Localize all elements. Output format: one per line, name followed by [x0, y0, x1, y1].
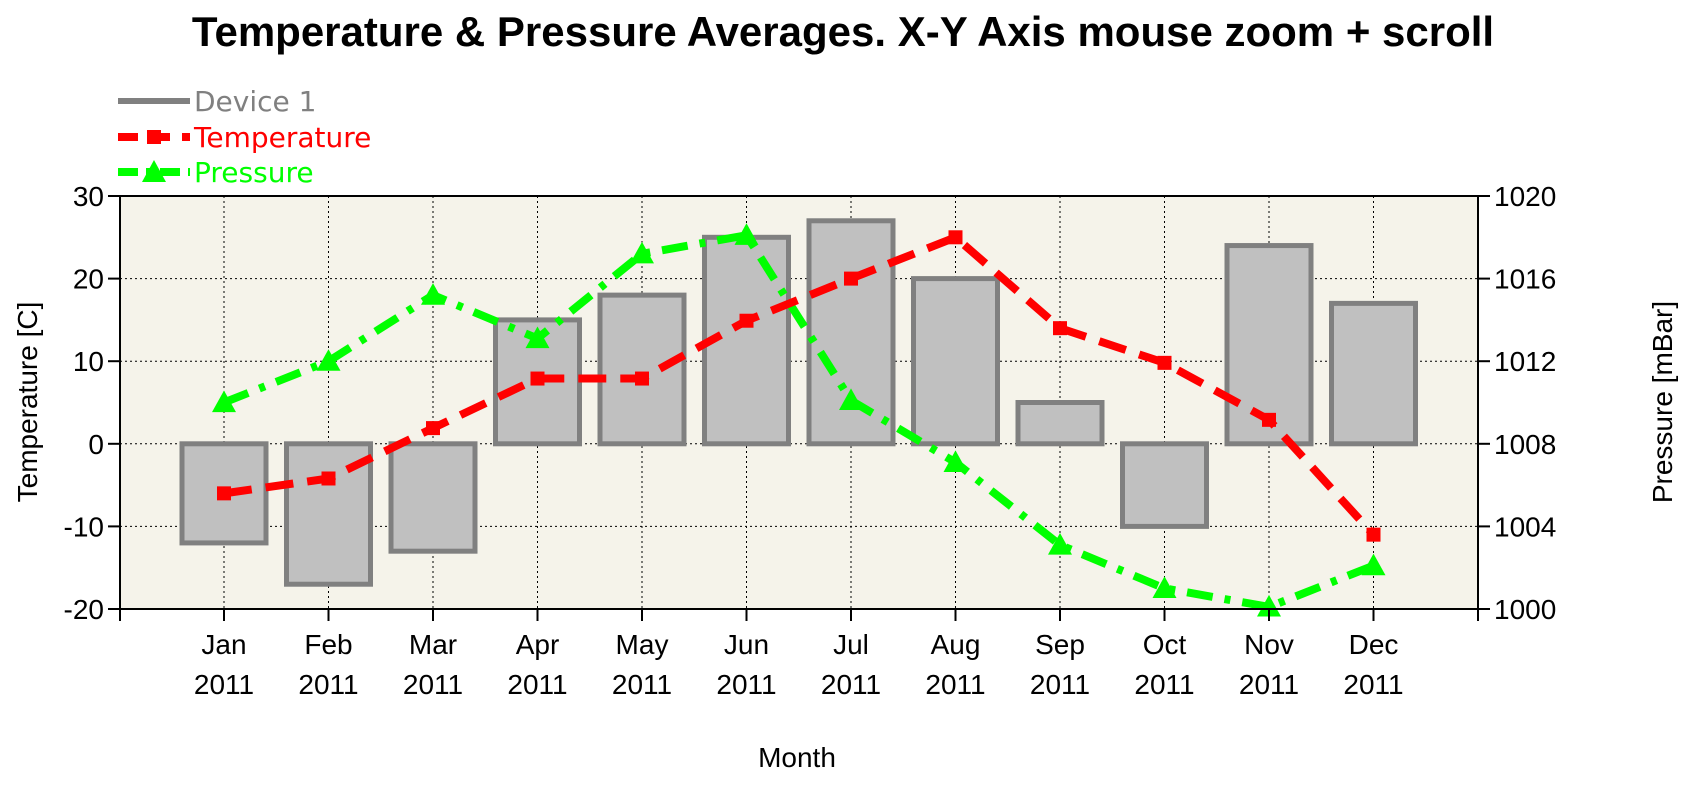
temperature-point-may — [635, 371, 649, 386]
y-tick-label: 10 — [73, 346, 104, 377]
pressure-point-may — [630, 241, 654, 264]
temperature-point-jul — [844, 271, 858, 286]
x-tick-label-month: Feb — [304, 629, 352, 660]
x-tick-label-month: Mar — [409, 629, 457, 660]
y-tick-label: -10 — [64, 511, 104, 542]
temperature-point-dec — [1366, 527, 1381, 542]
legend-pressure-label: Pressure — [194, 156, 314, 189]
bar-mar — [388, 441, 478, 554]
legend-temperature-marker — [147, 130, 161, 144]
temperature-point-feb — [321, 471, 336, 486]
x-tick-label-month: Jul — [833, 629, 869, 660]
pressure-point-feb — [316, 349, 341, 371]
axes: -20-100102030100010041008101210161020Jan… — [64, 181, 1557, 700]
bar-aug — [911, 276, 1000, 447]
pressure-point-nov — [1257, 594, 1281, 617]
y-tick-label: -20 — [64, 594, 104, 625]
bar-jul — [806, 218, 896, 447]
pressure-point-aug — [943, 450, 968, 472]
x-tick-label-month: May — [616, 629, 669, 660]
x-tick-label-month: Jan — [201, 629, 246, 660]
bar-sep — [1015, 400, 1105, 447]
legend-device1-label: Device 1 — [194, 85, 316, 118]
bar-nov — [1224, 243, 1314, 447]
temperature-point-nov — [1262, 412, 1276, 427]
x-tick-label-year: 2011 — [821, 669, 881, 700]
y-tick-label: 30 — [73, 181, 104, 212]
temperature-point-aug — [948, 230, 963, 245]
x-tick-label-month: Sep — [1035, 629, 1085, 660]
x-tick-label-year: 2011 — [403, 669, 463, 700]
x-tick-label-year: 2011 — [1134, 669, 1194, 700]
temperature-point-sep — [1053, 321, 1067, 336]
bar-dec — [1329, 300, 1418, 447]
x-tick-label-month: Dec — [1349, 629, 1399, 660]
temperature-point-oct — [1157, 355, 1172, 370]
y-axis-title: Temperature [C] — [12, 302, 43, 503]
bar-may — [597, 292, 687, 447]
x-tick-label-month: Jun — [724, 629, 769, 660]
y-tick-label: 0 — [88, 429, 104, 460]
y2-axis-title: Pressure [mBar] — [1647, 301, 1678, 503]
x-tick-label-year: 2011 — [1239, 669, 1299, 700]
y2-tick-label: 1000 — [1494, 594, 1556, 625]
x-tick-label-year: 2011 — [194, 669, 254, 700]
x-axis-title: Month — [758, 742, 836, 773]
x-tick-label-year: 2011 — [925, 669, 985, 700]
y2-tick-label: 1016 — [1494, 264, 1556, 295]
y2-tick-label: 1004 — [1494, 511, 1556, 542]
legend-pressure-marker — [142, 160, 166, 182]
temperature-point-jun — [739, 313, 754, 328]
line-series — [212, 223, 1386, 617]
pressure-point-jun — [734, 223, 759, 245]
temperature-point-apr — [530, 371, 545, 386]
x-tick-label-year: 2011 — [1030, 669, 1090, 700]
x-tick-label-year: 2011 — [612, 669, 672, 700]
pressure-point-sep — [1048, 532, 1072, 555]
legend-temperature-label: Temperature — [193, 121, 371, 154]
y2-tick-label: 1008 — [1494, 429, 1556, 460]
x-tick-label-year: 2011 — [298, 669, 358, 700]
x-tick-label-year: 2011 — [1343, 669, 1403, 700]
bar-oct — [1120, 441, 1209, 529]
x-tick-label-year: 2011 — [507, 669, 567, 700]
pressure-point-jan — [212, 390, 236, 413]
chart-title: Temperature & Pressure Averages. X-Y Axi… — [192, 8, 1494, 55]
x-tick-label-month: Aug — [931, 629, 981, 660]
temperature-line — [223, 233, 1377, 538]
pressure-point-dec — [1361, 553, 1386, 576]
pressure-point-apr — [525, 326, 550, 349]
temperature-point-mar — [426, 421, 440, 436]
x-tick-label-month: Oct — [1143, 629, 1187, 660]
y-tick-label: 20 — [73, 264, 104, 295]
pressure-point-mar — [421, 283, 445, 305]
y2-tick-label: 1020 — [1494, 181, 1556, 212]
x-tick-label-month: Nov — [1244, 629, 1294, 660]
y2-tick-label: 1012 — [1494, 346, 1556, 377]
x-tick-label-month: Apr — [516, 629, 560, 660]
temperature-point-jan — [217, 486, 231, 501]
pressure-line — [222, 231, 1375, 611]
x-tick-label-year: 2011 — [716, 669, 776, 700]
pressure-point-oct — [1152, 576, 1177, 598]
pressure-point-jul — [839, 388, 863, 411]
